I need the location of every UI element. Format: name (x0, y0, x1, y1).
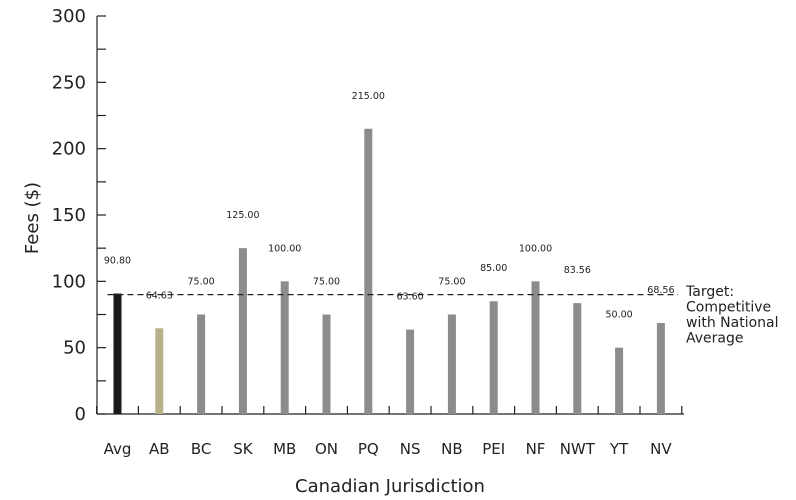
bar-on (322, 314, 331, 414)
data-label: 50.00 (605, 310, 632, 321)
category-label: NWT (560, 440, 596, 458)
bar-pq (364, 128, 373, 414)
data-label: 85.00 (480, 263, 507, 274)
category-label: NV (650, 440, 672, 458)
bar-pei (489, 301, 498, 414)
category-label: YT (609, 440, 629, 458)
data-label: 215.00 (352, 91, 385, 102)
data-label: 90.80 (104, 256, 131, 267)
x-axis (95, 406, 684, 415)
category-label: Avg (104, 440, 132, 458)
bar-ab (155, 328, 164, 414)
bar-bc (197, 314, 206, 414)
category-label: NB (441, 440, 463, 458)
category-label: PQ (358, 440, 379, 458)
y-tick-label: 250 (52, 72, 86, 93)
data-label: 75.00 (438, 277, 465, 288)
target-label: Target: (685, 284, 734, 300)
bar-nf (531, 281, 540, 414)
bar-ns (406, 329, 415, 414)
bar-nwt (573, 303, 582, 414)
category-label: PEI (482, 440, 505, 458)
x-axis-title: Canadian Jurisdiction (295, 476, 485, 497)
category-label: NF (526, 440, 546, 458)
data-label: 83.56 (564, 265, 591, 276)
bar-avg (113, 293, 122, 414)
target-label: Average (686, 331, 744, 347)
category-label: AB (149, 440, 170, 458)
bar-mb (280, 281, 289, 414)
bar-nv (656, 323, 665, 414)
data-label: 75.00 (313, 277, 340, 288)
category-label: NS (400, 440, 421, 458)
y-tick-label: 300 (52, 6, 86, 27)
data-label: 68.56 (647, 285, 674, 296)
y-tick-label: 150 (52, 205, 86, 226)
data-label: 100.00 (268, 243, 301, 254)
data-label: 125.00 (226, 210, 259, 221)
y-axis-title: Fees ($) (22, 182, 43, 254)
bar-sk (238, 248, 247, 414)
bar-nb (447, 314, 456, 414)
category-label: MB (273, 440, 296, 458)
category-label: BC (191, 440, 212, 458)
category-label: SK (233, 440, 254, 458)
target-label: Competitive (686, 300, 771, 316)
data-label: 64.63 (146, 290, 173, 301)
data-label: 63.60 (396, 292, 423, 303)
category-label: ON (315, 440, 338, 458)
y-tick-label: 0 (75, 404, 86, 425)
y-tick-label: 100 (52, 271, 86, 292)
data-label: 75.00 (187, 277, 214, 288)
data-label: 100.00 (519, 243, 552, 254)
target-label: with National (686, 315, 779, 331)
bar-yt (615, 347, 624, 414)
bars: Avg 90.80 AB 64.63 BC 75.00 SK 125.00 MB 100.00 ON… (104, 91, 675, 458)
y-axis: 0 50 100 150 200 250 300 (52, 6, 106, 425)
y-tick-label: 200 (52, 139, 86, 160)
y-tick-label: 50 (63, 338, 86, 359)
